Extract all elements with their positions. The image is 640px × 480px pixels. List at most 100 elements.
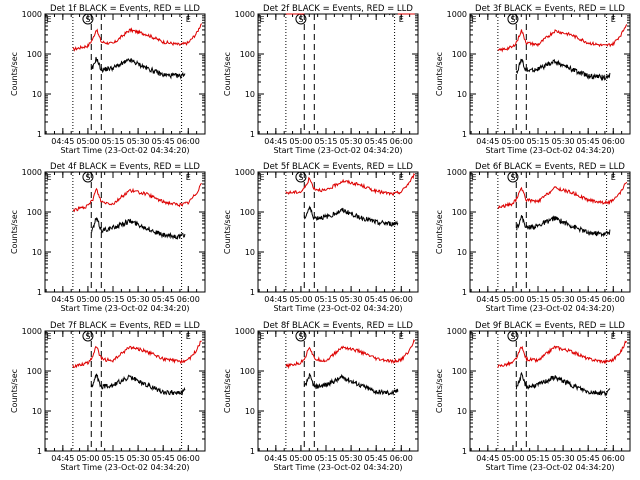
plot-frame [257,13,419,135]
y-tick-label: 100 [452,367,467,376]
x-tick-label: 05:15 [101,295,124,304]
event-marker-E: E [46,332,51,341]
y-axis-label: Counts/sec [10,369,19,413]
x-tick-label: 06:00 [390,454,413,463]
chart-title: Det 7f BLACK = Events, RED = LLD [50,321,200,331]
x-tick-label: 05:00 [76,454,99,463]
y-tick-label: 100 [240,50,255,59]
y-tick-label: 10 [457,248,467,257]
series-events-line [303,373,399,396]
event-marker-S: S [510,173,515,182]
x-axis-label: Start Time (23-Oct-02 04:34:20) [485,304,614,313]
y-tick-label: 1 [462,447,467,456]
x-tick-label: 06:00 [390,295,413,304]
series-events-line [90,56,186,80]
y-tick-label: 100 [240,208,255,217]
series-lld-line [285,339,416,370]
x-tick-label: 04:45 [51,137,74,146]
chart-panel-5: Det 5f BLACK = Events, RED = LLD 1 10 100 10… [223,162,419,313]
event-marker-E: E [471,173,476,182]
x-tick-label: 04:45 [476,137,499,146]
event-marker-circle [82,330,94,342]
event-marker-S: S [298,173,303,182]
chart-panel-7: Det 7f BLACK = Events, RED = LLD 1 10 100 10… [10,321,206,472]
y-tick-label: 1000 [235,168,255,177]
chart-panel-4: Det 4f BLACK = Events, RED = LLD 1 10 100 10… [10,162,206,313]
event-marker-E: E [471,332,476,341]
event-marker-circle [82,171,94,183]
y-tick-label: 100 [452,208,467,217]
x-tick-label: 05:45 [152,295,175,304]
series-events-line [304,13,398,16]
series-events-line [90,373,186,396]
y-tick-label: 100 [27,50,42,59]
x-tick-label: 06:00 [177,137,200,146]
y-tick-label: 1000 [447,168,467,177]
event-marker-E: E [399,15,404,24]
x-tick-label: 05:30 [340,454,363,463]
event-marker-E: E [46,15,51,24]
y-tick-label: 1 [37,447,42,456]
x-axis-label: Start Time (23-Oct-02 04:34:20) [60,463,189,472]
y-tick-label: 10 [245,90,255,99]
y-tick-label: 1 [250,288,255,297]
event-marker-E: E [186,332,191,341]
y-axis-label: Counts/sec [435,52,444,96]
y-tick-label: 1000 [22,168,42,177]
chart-title: Det 5f BLACK = Events, RED = LLD [263,162,413,172]
chart-panel-3: Det 3f BLACK = Events, RED = LLD 1 10 100 10… [435,4,631,155]
series-events-line [516,215,611,238]
x-axis-label: Start Time (23-Oct-02 04:34:20) [485,146,614,155]
y-tick-label: 1000 [22,10,42,19]
plot-frame [257,330,419,452]
x-axis-label: Start Time (23-Oct-02 04:34:20) [273,304,402,313]
x-tick-label: 05:15 [526,295,549,304]
y-tick-label: 1000 [235,10,255,19]
chart-panel-1: Det 1f BLACK = Events, RED = LLD 1 10 100 10… [10,4,206,155]
x-tick-label: 04:45 [51,454,74,463]
event-marker-E: E [186,173,191,182]
plot-frame [44,13,206,135]
series-lld-line [72,182,202,213]
x-tick-label: 05:30 [552,137,575,146]
event-marker-S: S [510,15,515,24]
x-tick-label: 05:00 [501,454,524,463]
y-tick-label: 1000 [235,327,255,336]
x-tick-label: 05:15 [314,454,337,463]
chart-title: Det 2f BLACK = Events, RED = LLD [263,4,413,14]
chart-title: Det 8f BLACK = Events, RED = LLD [263,321,413,331]
plot-frame [469,171,631,293]
event-marker-E: E [471,15,476,24]
x-tick-label: 04:45 [264,454,287,463]
x-tick-label: 06:00 [177,295,200,304]
event-marker-S: S [510,332,515,341]
x-tick-label: 05:15 [314,295,337,304]
series-lld-line [497,340,628,369]
event-marker-S: S [85,332,90,341]
chart-panel-6: Det 6f BLACK = Events, RED = LLD 1 10 100 10… [435,162,631,313]
x-axis-label: Start Time (23-Oct-02 04:34:20) [273,463,402,472]
x-tick-label: 05:00 [76,137,99,146]
x-tick-label: 05:30 [127,137,150,146]
x-tick-label: 05:45 [365,295,388,304]
plot-frame [469,330,631,452]
event-marker-E: E [611,173,616,182]
y-axis-label: Counts/sec [223,52,232,96]
chart-title: Det 3f BLACK = Events, RED = LLD [475,4,625,14]
y-tick-label: 1 [37,130,42,139]
y-tick-label: 1000 [22,327,42,336]
chart-panel-2: Det 2f BLACK = Events, RED = LLD 1 10 100 10… [223,4,419,155]
event-marker-circle [507,13,519,25]
y-tick-label: 1000 [447,327,467,336]
y-tick-label: 1 [37,288,42,297]
x-tick-label: 05:15 [101,454,124,463]
x-tick-label: 06:00 [602,454,625,463]
y-tick-label: 10 [457,407,467,416]
plot-frame [44,171,206,293]
series-lld-line [285,172,416,197]
y-tick-label: 100 [27,367,42,376]
y-tick-label: 1 [462,288,467,297]
event-marker-S: S [298,332,303,341]
x-tick-label: 05:45 [365,454,388,463]
